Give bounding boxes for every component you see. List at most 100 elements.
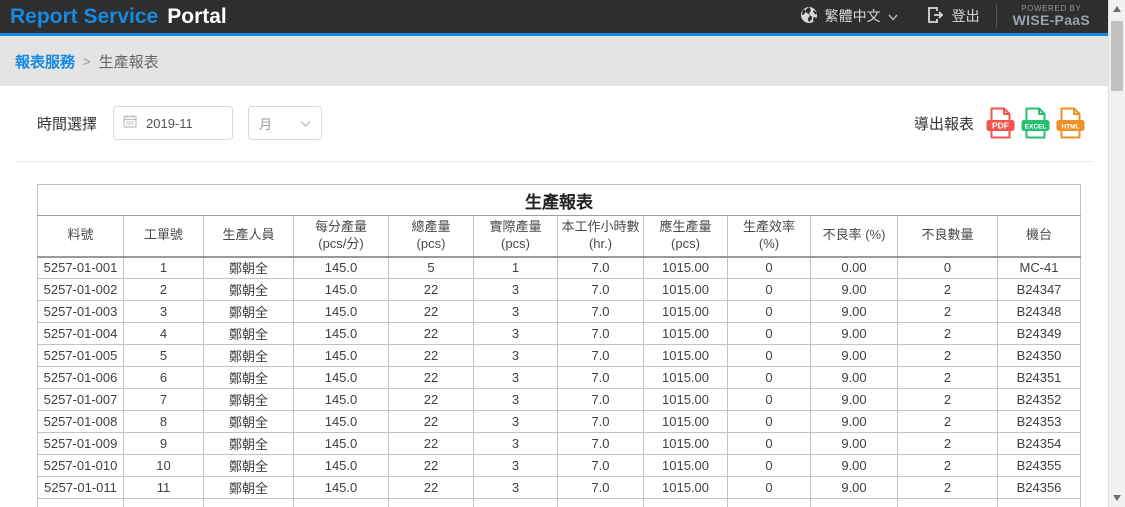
table-cell: 5257-01-002 (37, 278, 124, 301)
table-cell: 7.0 (557, 366, 644, 389)
table-cell: 9.00 (810, 344, 898, 367)
table-cell: 145.0 (293, 256, 389, 279)
table-cell: 3 (473, 388, 558, 411)
table-row: 5257-01-001 1 鄭朝全 145.0 5 1 7.0 1015.00 0 0.00 0 MC… (37, 256, 1081, 279)
table-row: 5257-01-004 4 鄭朝全 145.0 22 3 7.0 1015.00 0 9.00 2 B… (37, 322, 1081, 345)
table-cell: B24352 (997, 388, 1081, 411)
logout-label: 登出 (951, 8, 980, 25)
table-cell: B24354 (997, 432, 1081, 455)
table-cell: 0 (727, 344, 811, 367)
table-cell: 1015.00 (643, 322, 728, 345)
export-html-button[interactable]: HTML (1056, 107, 1085, 139)
table-cell: 7 (123, 388, 204, 411)
table-cell: 9 (123, 432, 204, 455)
table-cell: 22 (388, 388, 474, 411)
powered-by-logo: POWERED BY WISE-PaaS (1013, 3, 1094, 28)
table-cell: 1015.00 (643, 278, 728, 301)
table-cell: 10 (123, 454, 204, 477)
breadcrumb-report-service[interactable]: 報表服務 (15, 53, 76, 71)
table-cell: 2 (897, 344, 998, 367)
table-cell: 145.0 (293, 454, 389, 477)
table-cell: 1 (473, 256, 558, 279)
table-cell: 7.0 (557, 410, 644, 433)
table-cell: 鄭朝全 (203, 366, 294, 389)
table-cell: 0 (727, 454, 811, 477)
export-buttons-group: PDF EXCEL HTML (986, 107, 1085, 139)
scrollbar-up-arrow[interactable] (1113, 6, 1121, 12)
export-excel-button[interactable]: EXCEL (1021, 107, 1050, 139)
table-cell: 22 (388, 476, 474, 499)
scrollbar-down-arrow[interactable] (1113, 495, 1121, 501)
table-cell: 7.0 (557, 300, 644, 323)
table-cell: 7.0 (557, 278, 644, 301)
table-cell: 145.0 (293, 300, 389, 323)
table-cell: 0 (727, 300, 811, 323)
table-cell: 0 (727, 278, 811, 301)
breadcrumb-current-page: 生產報表 (98, 53, 159, 71)
table-cell: 22 (388, 322, 474, 345)
date-picker-input[interactable] (113, 106, 234, 140)
date-value-field[interactable] (144, 114, 224, 132)
period-select[interactable]: 月 (248, 106, 323, 140)
table-cell: 9.00 (810, 278, 898, 301)
table-cell: 1015.00 (643, 300, 728, 323)
table-cell: 5 (388, 256, 474, 279)
table-cell: 1015.00 (643, 454, 728, 477)
table-cell: 5257-01-001 (37, 256, 124, 279)
table-cell: 7.0 (557, 454, 644, 477)
column-header: 不良數量 (897, 215, 998, 258)
table-cell: 22 (388, 454, 474, 477)
column-header: 工單號 (123, 215, 204, 258)
table-cell: 5257-01-009 (37, 432, 124, 455)
table-cell: B24350 (997, 344, 1081, 367)
table-cell: 9.00 (810, 388, 898, 411)
powered-by-text: POWERED BY (1021, 3, 1082, 13)
vertical-scrollbar[interactable] (1108, 0, 1125, 507)
table-cell: 1015.00 (643, 432, 728, 455)
column-header: 本工作小時數 (hr.) (557, 215, 644, 258)
table-cell: 1015.00 (643, 410, 728, 433)
table-cell: 8 (123, 410, 204, 433)
table-title: 生產報表 (37, 184, 1081, 216)
table-cell: 3 (473, 410, 558, 433)
table-cell: 3 (473, 322, 558, 345)
table-cell: 22 (388, 344, 474, 367)
scrollbar-thumb[interactable] (1111, 21, 1123, 91)
export-report-label: 導出報表 (913, 115, 974, 133)
table-cell: 7.0 (557, 388, 644, 411)
chevron-down-icon (888, 8, 898, 24)
table-row: 5257-01-002 2 鄭朝全 145.0 22 3 7.0 1015.00 0 9.00 2 B… (37, 278, 1081, 301)
table-cell: 145.0 (293, 410, 389, 433)
table-header-row: 料號 工單號 生產人員 每分產量 (pcs/分) 總產量 (pcs) 實際產量 (pcs) 本工作… (37, 215, 1081, 258)
table-cell: 2 (897, 366, 998, 389)
table-cell: 0.00 (810, 256, 898, 279)
table-row: 5257-01-009 9 鄭朝全 145.0 22 3 7.0 1015.00 0 9.00 2 B… (37, 432, 1081, 455)
logout-button[interactable]: 登出 (926, 6, 980, 27)
table-cell: 鄭朝全 (203, 256, 294, 279)
table-cell: 3 (473, 454, 558, 477)
table-cell: 7.0 (557, 256, 644, 279)
table-cell: 5257-01-008 (37, 410, 124, 433)
table-cell: B24351 (997, 366, 1081, 389)
table-row: 5257-01-008 8 鄭朝全 145.0 22 3 7.0 1015.00 0 9.00 2 B… (37, 410, 1081, 433)
table-cell: 22 (388, 278, 474, 301)
table-cell: 22 (388, 300, 474, 323)
column-header: 料號 (37, 215, 124, 258)
svg-text:HTML: HTML (1061, 123, 1079, 130)
table-cell: 鄭朝全 (203, 388, 294, 411)
table-cell: 鄭朝全 (203, 322, 294, 345)
table-cell: 3 (473, 366, 558, 389)
table-cell: 1015.00 (643, 476, 728, 499)
table-cell: 2 (897, 454, 998, 477)
table-cell: 9.00 (810, 300, 898, 323)
table-cell: 145.0 (293, 366, 389, 389)
table-cell: 5257-01-011 (37, 476, 124, 499)
column-header: 生產人員 (203, 215, 294, 258)
table-cell: 0 (727, 410, 811, 433)
app-title[interactable]: Report Service Portal (10, 5, 227, 29)
table-cell: 2 (897, 278, 998, 301)
breadcrumb-separator: > (83, 53, 91, 69)
language-selector[interactable]: 繁體中文 (800, 6, 898, 27)
export-pdf-button[interactable]: PDF (986, 107, 1015, 139)
